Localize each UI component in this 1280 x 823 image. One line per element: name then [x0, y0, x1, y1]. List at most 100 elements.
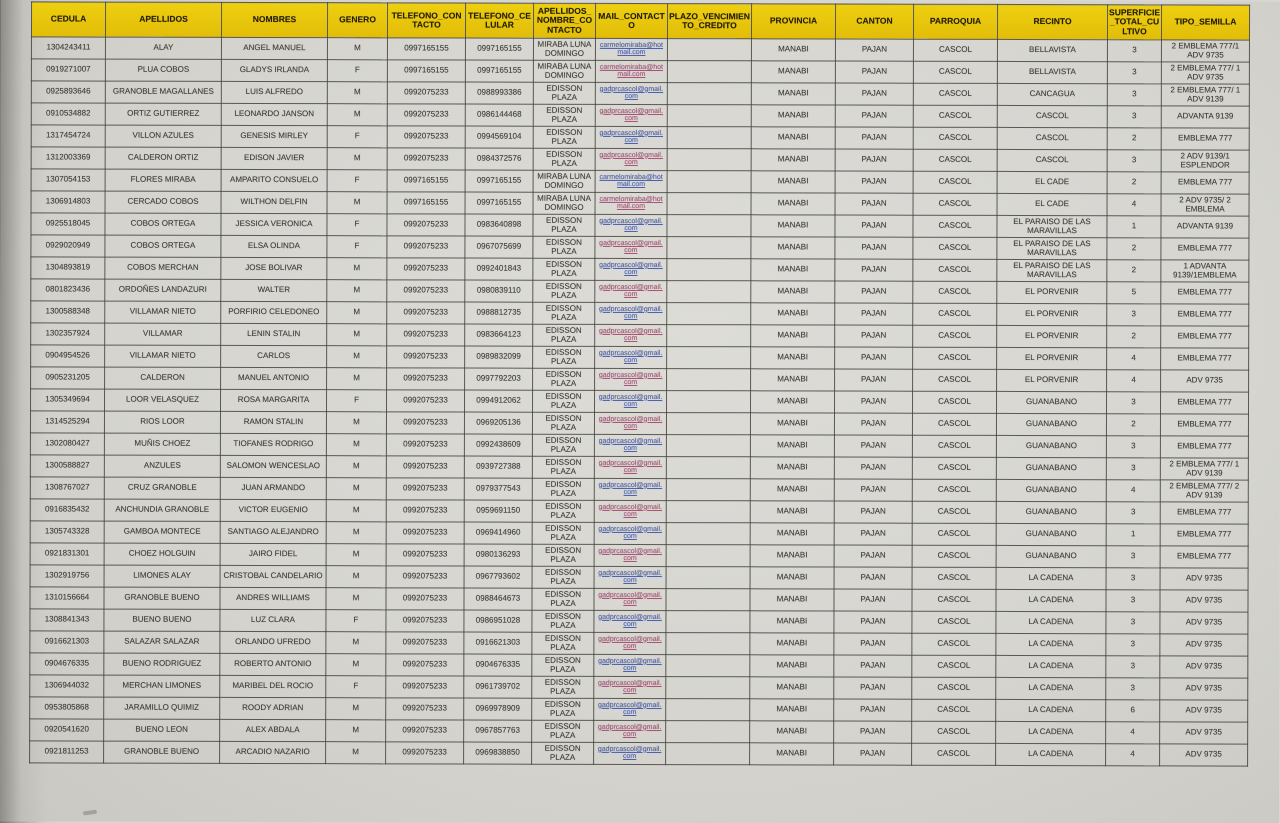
- table-row: 1310156664 GRANOBLE BUENO ANDRES WILLIAMS M…: [29, 586, 1249, 613]
- cell-superficie_total_cultivo: 3: [1107, 105, 1162, 128]
- email-link[interactable]: gadprcascol@gmail.com: [598, 371, 663, 387]
- email-link[interactable]: gadprcascol@gmail.com: [598, 679, 662, 695]
- cell-parroquia: CASCOL: [913, 61, 998, 84]
- column-header-cedula: CEDULA: [31, 1, 106, 38]
- cell-superficie_total_cultivo: 2: [1106, 237, 1161, 260]
- cell-provincia: MANABI: [751, 170, 836, 194]
- cell-apellidos: LOOR VELASQUEZ: [104, 389, 221, 412]
- cell-nombres: LUIS ALFREDO: [221, 81, 328, 104]
- cell-superficie_total_cultivo: 3: [1105, 655, 1160, 678]
- cell-plazo_vencimiento_credito: [667, 60, 752, 83]
- email-link[interactable]: gadprcascol@gmail.com: [598, 437, 663, 453]
- email-link[interactable]: gadprcascol@gmail.com: [598, 503, 663, 519]
- column-header-telefono_celular: TELEFONO_CELULAR: [465, 3, 534, 39]
- email-link[interactable]: carmelomiraba@hotmail.com: [599, 41, 664, 57]
- email-link[interactable]: gadprcascol@gmail.com: [598, 569, 662, 585]
- cell-provincia: MANABI: [750, 412, 835, 436]
- email-link[interactable]: gadprcascol@gmail.com: [598, 459, 663, 475]
- cell-provincia: MANABI: [750, 236, 835, 260]
- cell-superficie_total_cultivo: 3: [1106, 567, 1161, 590]
- table-row: 0920541620 BUENO LEON ALEX ABDALA M 09920752…: [29, 718, 1248, 745]
- cell-apellidos_nombre_contacto: EDISSON PLAZA: [532, 544, 595, 567]
- cell-telefono_celular: 0984372576: [465, 148, 534, 171]
- cell-telefono_celular: 0988993386: [465, 82, 534, 105]
- cell-apellidos_nombre_contacto: EDISSON PLAZA: [532, 522, 595, 545]
- cell-mail_contacto: gadprcascol@gmail.com: [593, 720, 666, 743]
- cell-tipo_semilla: EMBLEMA 777: [1160, 347, 1249, 371]
- email-link[interactable]: gadprcascol@gmail.com: [599, 151, 663, 167]
- email-link[interactable]: gadprcascol@gmail.com: [599, 217, 663, 233]
- cell-telefono_celular: 0997792203: [464, 368, 533, 391]
- email-link[interactable]: carmelomiraba@hotmail.com: [599, 195, 663, 211]
- cell-apellidos_nombre_contacto: EDISSON PLAZA: [532, 368, 595, 391]
- cell-recinto: EL PARAISO DE LAS MARAVILLAS: [996, 237, 1107, 260]
- cell-telefono_celular: 0989832099: [464, 346, 533, 369]
- cell-recinto: EL PARAISO DE LAS MARAVILLAS: [996, 215, 1108, 238]
- cell-mail_contacto: gadprcascol@gmail.com: [594, 390, 667, 413]
- cell-recinto: CANCAGUA: [997, 83, 1108, 106]
- cell-mail_contacto: gadprcascol@gmail.com: [594, 412, 667, 435]
- cell-parroquia: CASCOL: [912, 567, 997, 590]
- cell-apellidos_nombre_contacto: MIRABA LUNA DOMINGO: [533, 192, 596, 215]
- cell-parroquia: CASCOL: [911, 633, 996, 656]
- cell-recinto: EL PORVENIR: [996, 303, 1107, 326]
- table-row: 0904676335 BUENO RODRIGUEZ ROBERTO ANTONIO…: [29, 652, 1248, 679]
- email-link[interactable]: gadprcascol@gmail.com: [597, 745, 662, 761]
- email-link[interactable]: gadprcascol@gmail.com: [598, 481, 663, 497]
- email-link[interactable]: gadprcascol@gmail.com: [599, 129, 664, 145]
- cell-provincia: MANABI: [750, 522, 835, 546]
- cell-parroquia: CASCOL: [913, 39, 998, 62]
- cell-parroquia: CASCOL: [913, 105, 998, 128]
- column-header-parroquia: PARROQUIA: [913, 4, 998, 40]
- table-row: 0929020949 COBOS ORTEGA ELSA OLINDA F 099207…: [30, 234, 1249, 261]
- table-row: 0953805868 JARAMILLO QUIMIZ ROODY ADRIAN M 0…: [29, 696, 1248, 723]
- cell-canton: PAJAN: [835, 149, 914, 172]
- email-link[interactable]: gadprcascol@gmail.com: [598, 547, 662, 563]
- cell-superficie_total_cultivo: 3: [1105, 677, 1160, 700]
- cell-tipo_semilla: 2 EMBLEMA 777/ 1 ADV 9139: [1160, 457, 1249, 481]
- table-row: 1302919756 LIMONES ALAY CRISTOBAL CANDELAR…: [30, 564, 1249, 591]
- cell-telefono_contacto: 0992075233: [385, 653, 464, 677]
- email-link[interactable]: gadprcascol@gmail.com: [598, 305, 663, 321]
- cell-telefono_celular: 0980136293: [464, 544, 533, 567]
- cell-telefono_contacto: 0997165155: [387, 169, 466, 193]
- email-link[interactable]: gadprcascol@gmail.com: [597, 723, 662, 739]
- email-link[interactable]: gadprcascol@gmail.com: [598, 349, 663, 365]
- email-link[interactable]: gadprcascol@gmail.com: [598, 613, 662, 629]
- email-link[interactable]: carmelomiraba@hotmail.com: [599, 173, 663, 189]
- cell-provincia: MANABI: [750, 456, 835, 480]
- cell-superficie_total_cultivo: 3: [1107, 61, 1162, 84]
- email-link[interactable]: gadprcascol@gmail.com: [598, 657, 662, 673]
- email-link[interactable]: gadprcascol@gmail.com: [599, 261, 663, 277]
- cell-cedula: 0921811253: [29, 740, 104, 764]
- cell-tipo_semilla: ADVANTA 9139: [1161, 105, 1250, 129]
- cell-apellidos_nombre_contacto: EDISSON PLAZA: [532, 302, 595, 325]
- email-link[interactable]: gadprcascol@gmail.com: [598, 393, 663, 409]
- email-link[interactable]: gadprcascol@gmail.com: [598, 415, 663, 431]
- cell-apellidos: ANZULES: [104, 455, 221, 478]
- email-link[interactable]: carmelomiraba@hotmail.com: [599, 63, 663, 79]
- email-link[interactable]: gadprcascol@gmail.com: [598, 591, 662, 607]
- cell-apellidos: GRANOBLE BUENO: [103, 741, 220, 764]
- email-link[interactable]: gadprcascol@gmail.com: [597, 701, 662, 717]
- email-link[interactable]: gadprcascol@gmail.com: [598, 635, 662, 651]
- email-link[interactable]: gadprcascol@gmail.com: [599, 283, 663, 299]
- cell-recinto: GUANABANO: [996, 457, 1107, 480]
- cell-genero: M: [326, 323, 387, 346]
- cell-nombres: LENIN STALIN: [220, 323, 327, 346]
- email-link[interactable]: gadprcascol@gmail.com: [599, 85, 664, 101]
- cell-telefono_celular: 0939727388: [464, 456, 533, 479]
- cell-apellidos_nombre_contacto: EDISSON PLAZA: [532, 566, 595, 589]
- cell-mail_contacto: gadprcascol@gmail.com: [594, 346, 667, 369]
- email-link[interactable]: gadprcascol@gmail.com: [599, 239, 663, 255]
- cell-canton: PAJAN: [835, 105, 914, 128]
- cell-genero: M: [326, 499, 387, 522]
- table-row: 1314525294 RIOS LOOR RAMON STALIN M 09920752…: [30, 410, 1249, 437]
- cell-telefono_contacto: 0997165155: [387, 37, 466, 61]
- email-link[interactable]: gadprcascol@gmail.com: [598, 327, 663, 343]
- cell-mail_contacto: gadprcascol@gmail.com: [594, 258, 667, 281]
- cell-tipo_semilla: 2 EMBLEMA 777/1 ADV 9735: [1161, 39, 1250, 63]
- email-link[interactable]: gadprcascol@gmail.com: [598, 525, 662, 541]
- email-link[interactable]: gadprcascol@gmail.com: [599, 107, 664, 123]
